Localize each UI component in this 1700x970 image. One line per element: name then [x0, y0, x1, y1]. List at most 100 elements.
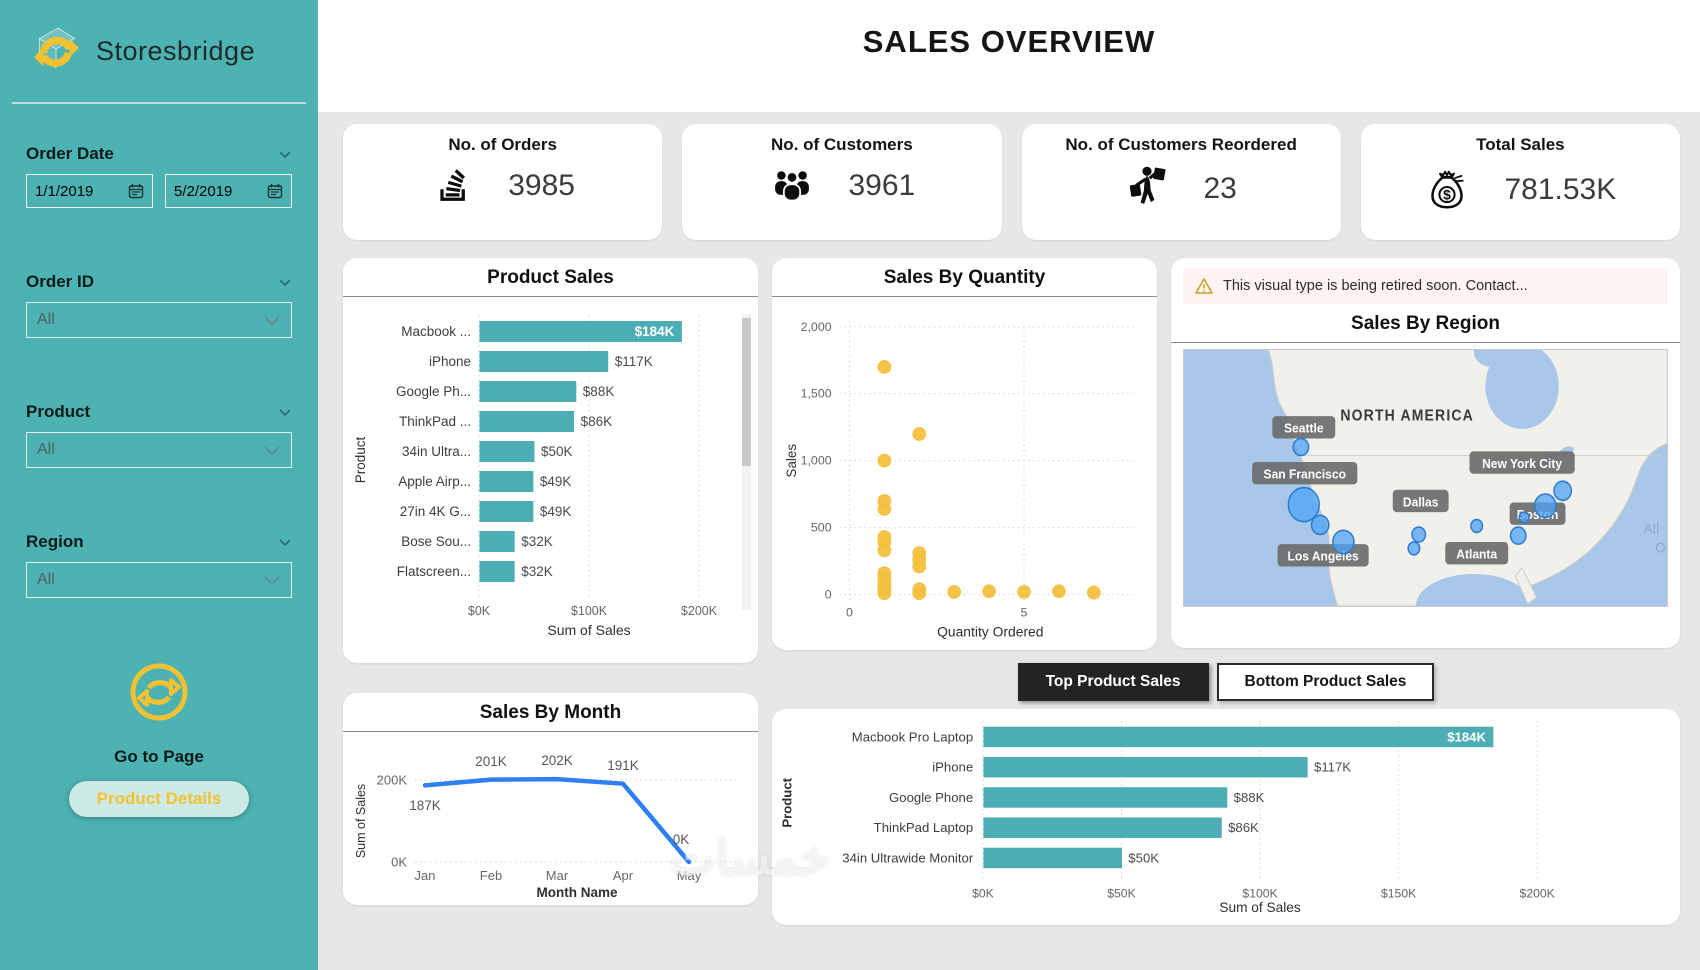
x-tick-label: $200K [1520, 886, 1555, 900]
bar-google-ph[interactable] [479, 381, 577, 402]
x-axis-title: Quantity Ordered [937, 623, 1043, 639]
sales-by-quantity-svg: 0 500 1,000 1,500 2,000 0 5 Quantity Ordered Sal… [784, 320, 1134, 639]
region-dropdown[interactable]: All [26, 562, 292, 598]
category-label: Macbook ... [401, 324, 471, 339]
filter-order-id: Order ID All [0, 272, 318, 338]
sales-bubble[interactable] [1509, 526, 1527, 545]
y-axis-title: Sum of Sales [354, 784, 368, 858]
scatter-point[interactable] [877, 586, 892, 601]
kpi-title: Total Sales [1476, 135, 1565, 154]
sales-bubble[interactable] [1310, 514, 1330, 536]
product-dropdown[interactable]: All [26, 432, 292, 468]
filter-label: Order ID [26, 272, 95, 291]
sales-bubble[interactable] [1292, 437, 1310, 457]
chevron-down-icon[interactable] [278, 150, 292, 159]
scatter-point[interactable] [912, 559, 927, 574]
sales-bubble[interactable] [1518, 511, 1530, 524]
scatter-point[interactable] [1017, 584, 1031, 599]
sales-bubble[interactable] [1332, 529, 1355, 555]
map-water [1473, 350, 1513, 368]
region-map[interactable]: NORTH AMERICA Seattle San Francisco New Yor… [1183, 349, 1668, 607]
scatter-point[interactable] [1051, 584, 1066, 599]
bar-macbook[interactable] [479, 321, 682, 342]
calendar-icon[interactable] [128, 183, 144, 199]
bar-34in-ultra[interactable] [479, 441, 535, 462]
kpi-card-no-of-customers: No. of Customers 3961 [682, 124, 1002, 240]
bar-iphone[interactable] [479, 351, 609, 372]
category-label: ThinkPad ... [399, 414, 471, 429]
chart-scrollbar[interactable] [742, 314, 751, 610]
refresh-icon [130, 663, 188, 721]
bar-thinkpad[interactable] [479, 411, 575, 432]
chart-scrollbar-thumb[interactable] [742, 318, 751, 466]
point-label: 0K [673, 832, 690, 847]
city-chip [1392, 489, 1449, 513]
bar-bose-sou[interactable] [479, 531, 515, 552]
category-label: Google Phone [889, 790, 973, 805]
bar-google-phone[interactable] [983, 787, 1228, 808]
dropdown-value: All [37, 571, 55, 588]
top-product-sales-button[interactable]: Top Product Sales [1017, 663, 1209, 701]
point-label: 202K [541, 753, 573, 768]
city-name: Atlanta [1456, 546, 1498, 562]
y-tick-label: 1,000 [801, 454, 832, 468]
chevron-down-icon[interactable] [278, 538, 292, 547]
orders-stack-icon [430, 163, 474, 208]
order-id-dropdown[interactable]: All [26, 302, 292, 338]
date-to-input[interactable]: 5/2/2019 [165, 174, 292, 208]
bar-flatscreen[interactable] [479, 561, 515, 582]
value-label: $32K [521, 564, 553, 579]
bar-thinkpad-laptop[interactable] [983, 817, 1222, 838]
kpi-card-no-of-customers-reordered: No. of Customers Reordered 23 [1021, 124, 1341, 240]
scatter-point[interactable] [877, 501, 892, 516]
bar-34in-ultrawide-monitor[interactable] [983, 847, 1122, 869]
x-tick-label: Feb [480, 868, 502, 883]
chevron-down-icon[interactable] [278, 408, 292, 417]
category-label: Apple Airp... [398, 474, 471, 489]
kpi-title: No. of Customers Reordered [1065, 135, 1297, 154]
sales-bubble[interactable] [1470, 518, 1484, 534]
product-sales-chart: $0K $100K $200K Macbook ... $184K iPhone $117K… [343, 297, 758, 650]
scatter-point[interactable] [947, 584, 962, 599]
sales-bubble[interactable] [1287, 486, 1320, 523]
product-details-button[interactable]: Product Details [69, 781, 249, 817]
bar-apple-airp[interactable] [479, 471, 534, 492]
title-rule [1171, 342, 1680, 343]
scatter-point[interactable] [877, 360, 892, 374]
calendar-icon[interactable] [267, 183, 283, 199]
city-chip [1252, 462, 1358, 485]
storesbridge-logo-icon [34, 27, 79, 69]
scatter-point[interactable] [877, 543, 892, 558]
sidebar-divider [12, 102, 306, 104]
sales-bubble[interactable] [1553, 480, 1573, 502]
sidebar-bottom: Go to Page Product Details [0, 660, 318, 817]
visual-retired-warning[interactable]: This visual type is being retired soon. … [1183, 268, 1668, 304]
sales-bubble[interactable] [1411, 526, 1427, 543]
scatter-point[interactable] [912, 586, 927, 601]
bar-macbook-pro-laptop[interactable] [983, 726, 1494, 748]
x-axis-title: Month Name [537, 885, 618, 900]
product_sales-svg: $0K $100K $200K Macbook ... $184K iPhone $117K… [353, 315, 718, 638]
scatter-point[interactable] [1086, 585, 1101, 600]
value-label: $117K [1314, 760, 1351, 775]
bottom-product-sales-button[interactable]: Bottom Product Sales [1216, 663, 1435, 701]
scatter-point[interactable] [912, 426, 927, 441]
sales-bubble[interactable] [1533, 493, 1557, 519]
x-tick-label: $50K [1107, 886, 1135, 900]
bar-iphone[interactable] [983, 756, 1308, 778]
chevron-down-icon[interactable] [278, 278, 292, 287]
scatter-point[interactable] [877, 453, 892, 468]
date-from-input[interactable]: 1/1/2019 [26, 174, 153, 208]
category-label: Google Ph... [396, 384, 471, 399]
scatter-point[interactable] [982, 584, 997, 599]
ocean-label: O [1655, 540, 1665, 556]
x-axis-title: Sum of Sales [1219, 900, 1300, 914]
category-label: 34in Ultra... [402, 444, 471, 459]
svg-text:$: $ [1444, 187, 1452, 203]
filter-panel: Order Date 1/1/2019 5/2/2019 Order ID All Pro… [0, 144, 318, 598]
sales-bubble[interactable] [1407, 541, 1421, 556]
sales-line[interactable] [422, 776, 692, 865]
bar-27in-4k-g[interactable] [479, 501, 534, 522]
brand: Storesbridge [0, 0, 318, 94]
filter-order-date: Order Date 1/1/2019 5/2/2019 [0, 144, 318, 208]
